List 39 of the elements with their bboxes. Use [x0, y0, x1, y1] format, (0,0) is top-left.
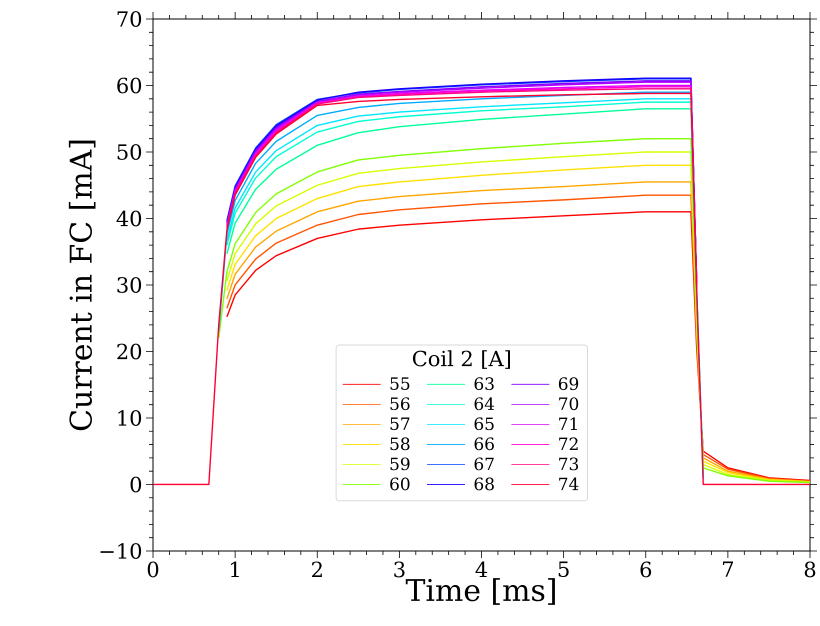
legend-label: 55 [390, 377, 410, 390]
legend-label: 68 [474, 478, 494, 490]
y-tick-label: 40 [116, 210, 142, 226]
legend-label: 65 [474, 417, 494, 430]
legend-label: 74 [559, 478, 578, 490]
legend-label: 63 [474, 377, 494, 390]
x-tick-label: 2 [312, 562, 322, 578]
legend-label: 73 [559, 457, 578, 470]
legend-label: 70 [559, 397, 578, 410]
y-tick-label: 10 [118, 410, 142, 426]
legend-title: Coil 2 [A] [412, 350, 510, 369]
y-tick-label: 20 [117, 344, 142, 360]
x-tick-label: 4 [475, 562, 488, 578]
x-tick-label: 3 [394, 562, 404, 578]
legend-label: 72 [559, 437, 578, 450]
x-tick-label: 5 [558, 562, 569, 578]
x-tick-label: 1 [231, 562, 239, 578]
legend-label: 60 [390, 478, 410, 490]
x-tick-label: 0 [148, 562, 158, 578]
legend-label: 59 [390, 457, 410, 470]
x-tick-label: 8 [804, 562, 816, 578]
y-tick-label: 70 [118, 11, 142, 27]
legend-label: 71 [559, 417, 577, 430]
legend-label: 57 [390, 417, 410, 430]
legend-label: 58 [390, 437, 410, 450]
x-axis-title: Time [ms] [406, 578, 555, 605]
x-tick-label: 6 [640, 562, 652, 578]
legend-label: 66 [474, 437, 494, 450]
y-tick-label: 50 [118, 144, 142, 160]
legend-label: 56 [390, 397, 410, 410]
legend-label: 64 [474, 397, 494, 410]
y-tick-label: 0 [130, 476, 142, 492]
x-tick-label: 7 [722, 562, 734, 577]
legend-label: 67 [474, 457, 494, 470]
y-tick-label: 30 [117, 277, 142, 293]
y-axis-title: Current in FC [mA] [68, 140, 96, 430]
y-tick-label: −10 [100, 543, 142, 559]
y-tick-label: 60 [117, 78, 142, 94]
legend-label: 69 [558, 377, 578, 390]
